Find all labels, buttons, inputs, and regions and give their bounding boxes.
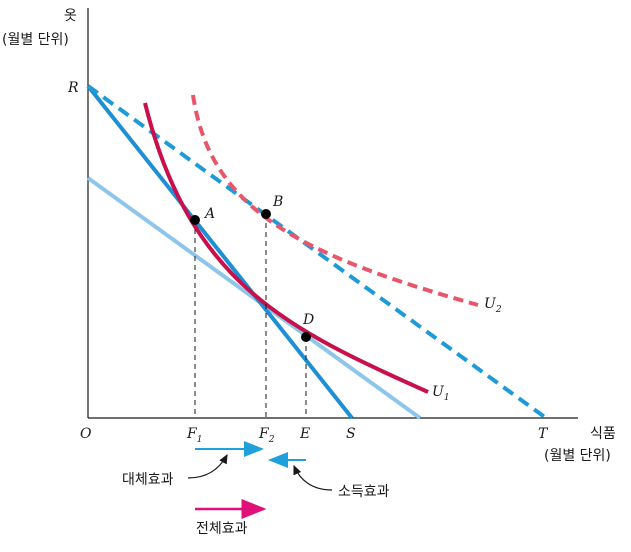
label-b: B bbox=[272, 194, 283, 210]
label-s: S bbox=[346, 426, 356, 442]
point-b bbox=[261, 209, 271, 219]
label-f2: F2 bbox=[258, 426, 275, 445]
label-f1: F1 bbox=[186, 426, 202, 445]
point-d bbox=[301, 332, 311, 342]
income-pointer bbox=[293, 464, 333, 491]
label-u1: U1 bbox=[432, 384, 450, 403]
label-u2: U2 bbox=[484, 296, 502, 315]
budget-line-parallel bbox=[86, 176, 422, 420]
label-d: D bbox=[302, 312, 314, 328]
indifference-curve-u2 bbox=[191, 94, 479, 307]
indifference-curve-u1 bbox=[143, 102, 429, 394]
label-r: R bbox=[67, 80, 79, 96]
x-axis-unit: (월별 단위) bbox=[544, 448, 611, 464]
income-effect-label: 소득효과 bbox=[338, 484, 390, 500]
label-e: E bbox=[299, 426, 310, 442]
y-axis-title: 옷 bbox=[64, 8, 77, 24]
substitution-effect-label: 대체효과 bbox=[122, 472, 174, 488]
label-origin: O bbox=[80, 426, 92, 442]
label-a: A bbox=[203, 206, 215, 222]
x-axis-title: 식품 bbox=[590, 426, 616, 442]
budget-line-rs bbox=[86, 84, 354, 420]
label-t: T bbox=[538, 426, 549, 442]
substitution-pointer bbox=[187, 453, 228, 479]
total-effect-label: 전체효과 bbox=[196, 521, 248, 537]
y-axis-unit: (월별 단위) bbox=[2, 32, 69, 48]
point-a bbox=[190, 215, 200, 225]
budget-line-rt bbox=[86, 84, 548, 420]
